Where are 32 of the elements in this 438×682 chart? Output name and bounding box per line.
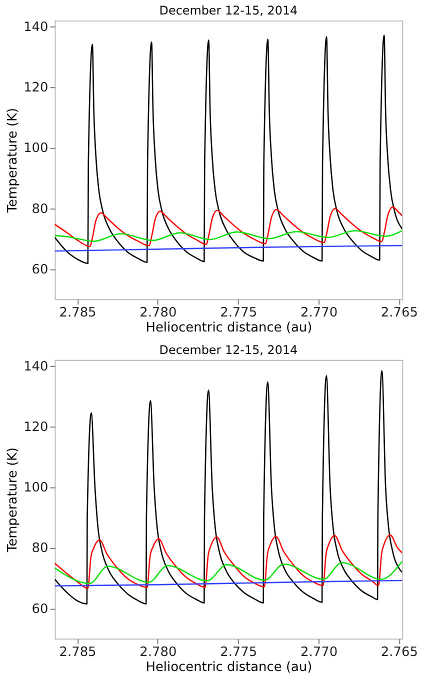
y-tick-label: 100 [24, 141, 48, 156]
y-tick-label: 60 [32, 602, 48, 617]
x-tick-label: 2.770 [300, 645, 338, 660]
x-axis-title: Heliocentric distance (au) [146, 660, 312, 675]
y-axis-title: Temperature (K) [6, 108, 21, 214]
x-tick-label: 2.780 [140, 306, 177, 321]
line-series [54, 230, 402, 242]
x-tick-label: 2.770 [300, 306, 338, 321]
line-series [54, 560, 402, 584]
x-tick-label: 2.765 [380, 645, 418, 660]
y-tick-label: 140 [24, 359, 48, 374]
y-axis-title: Temperature (K) [6, 447, 21, 554]
x-tick-label: 2.765 [380, 306, 418, 321]
y-tick-label: 140 [24, 20, 48, 35]
y-tick-label: 80 [32, 541, 48, 556]
line-series [54, 534, 402, 589]
y-tick-label: 60 [32, 262, 48, 278]
y-tick-label: 120 [24, 420, 48, 436]
x-tick-label: 2.785 [59, 306, 96, 321]
y-tick-label: 100 [24, 480, 48, 496]
y-tick-label: 120 [24, 80, 48, 96]
chart-title: December 12-15, 2014 [159, 342, 298, 357]
x-tick-label: 2.775 [220, 645, 258, 660]
line-series [54, 206, 402, 248]
chart-title: December 12-15, 2014 [159, 3, 298, 18]
x-tick-label: 2.785 [59, 645, 96, 660]
y-tick-label: 80 [32, 202, 48, 217]
x-tick-label: 2.780 [140, 645, 177, 660]
x-tick-label: 2.775 [220, 306, 258, 321]
x-axis-title: Heliocentric distance (au) [146, 320, 312, 336]
line-series [54, 370, 402, 604]
line-series [54, 34, 402, 264]
